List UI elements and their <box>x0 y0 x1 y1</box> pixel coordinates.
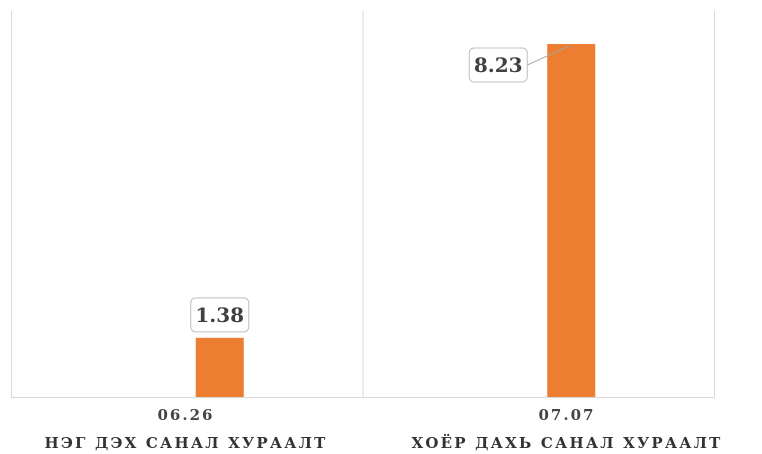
data-label-leader-2 <box>527 45 570 66</box>
bars <box>195 44 596 397</box>
data-label-2: 8.23 <box>474 53 523 77</box>
gridlines <box>11 11 715 398</box>
data-labels: 1.38 8.23 <box>190 45 570 333</box>
x-axis-ticks: 06.26 НЭГ ДЭХ САНАЛ ХУРААЛТ 07.07 ХОЁР Д… <box>45 406 722 452</box>
bar-1 <box>195 337 244 397</box>
x-tick-date-1: 06.26 <box>158 406 215 424</box>
x-tick-date-2: 07.07 <box>539 406 596 424</box>
bar-2 <box>547 44 596 397</box>
x-tick-label-1: НЭГ ДЭХ САНАЛ ХУРААЛТ <box>45 434 328 452</box>
x-tick-label-2: ХОЁР ДАХЬ САНАЛ ХУРААЛТ <box>411 433 722 452</box>
data-label-1: 1.38 <box>195 303 244 327</box>
data-label-box-2 <box>468 47 528 83</box>
data-label-box-1 <box>190 297 250 333</box>
